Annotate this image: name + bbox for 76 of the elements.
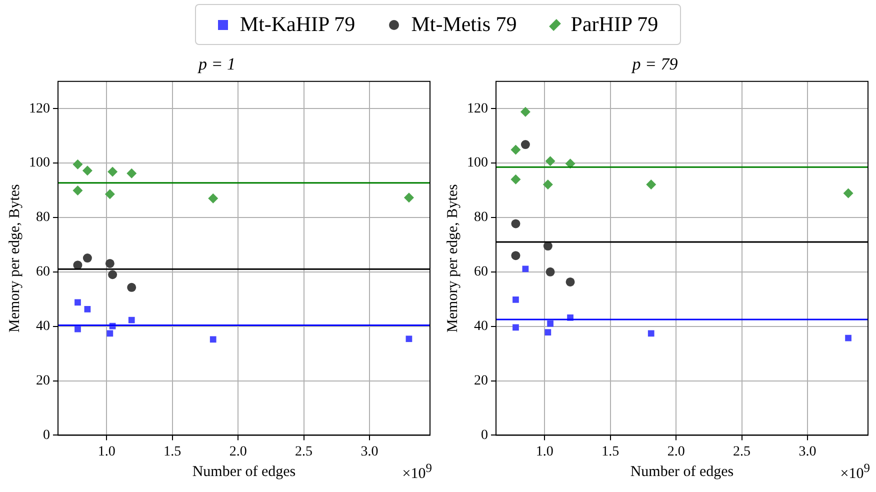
point [105,258,114,268]
point [72,186,83,196]
point [544,329,552,336]
y-tick-label: 0 [43,428,50,443]
point [520,106,530,117]
x-tick-label: 1.5 [164,444,182,460]
point [108,166,118,177]
y-axis-title: Memory per edge, Bytes [444,184,461,332]
point [72,159,83,170]
y-tick-label: 100 [29,156,50,171]
point [843,188,854,198]
chart-title: p = 1 [198,54,236,74]
point [565,158,576,169]
point [84,306,91,312]
point [545,156,556,166]
point [546,267,555,276]
point [108,270,118,280]
point [82,254,92,263]
y-tick-label: 20 [474,373,488,388]
x-axis-title: Number of edges [192,464,296,480]
x-tick-label: 1.0 [536,444,554,460]
x-tick-label: 1.0 [98,444,116,460]
y-tick-label: 60 [36,264,50,280]
point [210,336,216,343]
point [845,334,852,342]
point [510,174,521,184]
point [74,326,81,332]
y-axis-title: Memory per edge, Bytes [6,184,23,332]
point [126,168,137,178]
point [512,296,519,303]
point [104,189,115,200]
x-tick-label: 3.0 [798,444,816,460]
y-tick-label: 120 [467,101,488,116]
point [542,180,553,190]
text: ×10$^{9}$ [402,461,432,483]
point [82,166,92,176]
y-tick-label: 80 [474,210,488,226]
legend-label: ParHIP 79 [570,12,658,37]
point [106,330,114,337]
y-tick-label: 0 [481,428,488,443]
point [208,193,218,204]
x-tick-label: 2.5 [295,444,313,460]
point [510,144,521,155]
point [522,266,529,272]
x-tick-label: 2.5 [733,444,751,460]
x-tick-label: 2.0 [229,444,247,460]
point [406,336,412,342]
point [511,251,520,260]
point [547,320,554,327]
legend-label: Mt-Metis 79 [411,12,517,37]
y-tick-label: 100 [467,156,488,171]
point [73,260,82,270]
legend-label: Mt-KaHIP 79 [240,12,356,37]
point [566,277,575,286]
point [648,330,654,337]
point [512,324,519,331]
y-tick-label: 120 [29,101,50,116]
point [404,192,414,203]
y-tick-label: 40 [36,319,50,334]
point [543,242,552,251]
point [74,299,81,306]
x-tick-label: 3.0 [360,444,378,460]
point [511,219,520,228]
x-tick-label: 1.5 [602,444,620,460]
y-tick-label: 80 [36,210,50,226]
x-tick-label: 2.0 [667,444,685,460]
y-tick-label: 60 [474,264,488,280]
point [646,180,656,190]
x-axis-title: Number of edges [630,464,734,480]
point [520,140,530,150]
point [127,282,136,292]
y-tick-label: 20 [36,373,50,388]
y-tick-label: 40 [474,319,488,334]
text: ×10$^{9}$ [840,461,870,483]
point [128,316,135,324]
chart-title: p = 79 [631,54,678,74]
